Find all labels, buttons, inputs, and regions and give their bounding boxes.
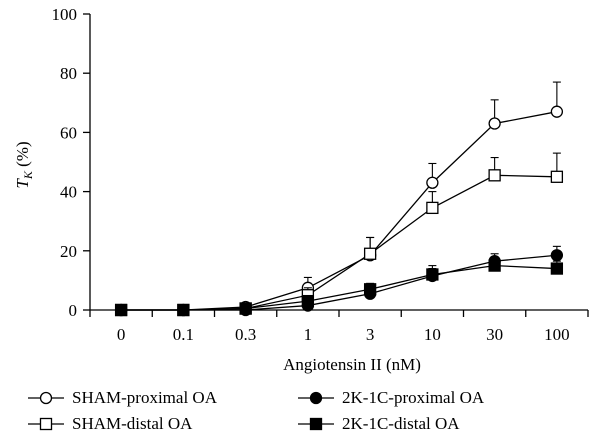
series-0	[114, 81, 564, 317]
data-point	[550, 170, 564, 183]
legend-item-sham-distal: SHAM-distal OA	[28, 412, 192, 436]
data-point	[488, 117, 501, 130]
legend-label: SHAM-proximal OA	[72, 388, 217, 407]
axes: 0 20 40 60 80 100 0 0.1 0.3 1 3 10 30 100	[52, 5, 589, 344]
data-point	[550, 105, 564, 118]
y-tick-label: 80	[60, 64, 77, 83]
data-point	[488, 169, 501, 182]
x-tick-label: 100	[544, 325, 570, 344]
data-point	[363, 283, 377, 296]
x-tick-label: 0.1	[173, 325, 194, 344]
data-point	[550, 249, 564, 262]
data-point	[426, 201, 439, 215]
series-1	[114, 152, 564, 317]
series-3	[114, 257, 564, 317]
data-point	[426, 176, 439, 189]
filled-square-marker-icon	[298, 417, 334, 431]
x-tick-label: 0.3	[235, 325, 256, 344]
data-point	[363, 247, 377, 260]
x-tick-label: 3	[366, 325, 375, 344]
x-tick-label: 0	[117, 325, 126, 344]
y-tick-label: 20	[60, 242, 77, 261]
x-tick-label: 1	[304, 325, 313, 344]
open-square-marker-icon	[28, 417, 64, 431]
data-point	[239, 302, 252, 315]
y-tick-label: 0	[69, 301, 78, 320]
filled-circle-marker-icon	[298, 391, 334, 405]
series-line	[121, 174, 557, 311]
x-tick-label: 10	[424, 325, 441, 344]
y-tick-label: 100	[52, 5, 78, 24]
series-line	[121, 111, 557, 311]
data-point	[301, 294, 315, 308]
legend-item-2k1c-proximal: 2K-1C-proximal OA	[298, 386, 484, 410]
x-axis-label: Angiotensin II (nM)	[283, 355, 421, 374]
series-line	[121, 264, 557, 311]
data-point	[177, 303, 190, 317]
y-axis-label-sub: K	[21, 170, 35, 180]
y-tick-label: 60	[60, 123, 77, 142]
y-axis-label: TK (%)	[13, 141, 35, 188]
y-axis-label-main: T	[13, 178, 32, 189]
data-point	[488, 259, 501, 272]
legend-item-sham-proximal: SHAM-proximal OA	[28, 386, 217, 410]
y-tick-label: 40	[60, 183, 77, 202]
legend-label: 2K-1C-distal OA	[342, 414, 460, 433]
legend-label: SHAM-distal OA	[72, 414, 193, 433]
legend: SHAM-proximal OA 2K-1C-proximal OA SHAM-…	[28, 386, 588, 442]
y-axis-label-unit: (%)	[13, 141, 32, 171]
open-circle-marker-icon	[28, 391, 64, 405]
data-point	[426, 268, 439, 281]
data-point	[114, 303, 128, 317]
legend-item-2k1c-distal: 2K-1C-distal OA	[298, 412, 460, 436]
x-tick-label: 30	[486, 325, 503, 344]
data-point	[550, 262, 564, 275]
series-layer	[114, 81, 564, 317]
legend-label: 2K-1C-proximal OA	[342, 388, 485, 407]
chart: 0 20 40 60 80 100 0 0.1 0.3 1 3 10 30 100 TK (%) Angi…	[13, 5, 589, 374]
